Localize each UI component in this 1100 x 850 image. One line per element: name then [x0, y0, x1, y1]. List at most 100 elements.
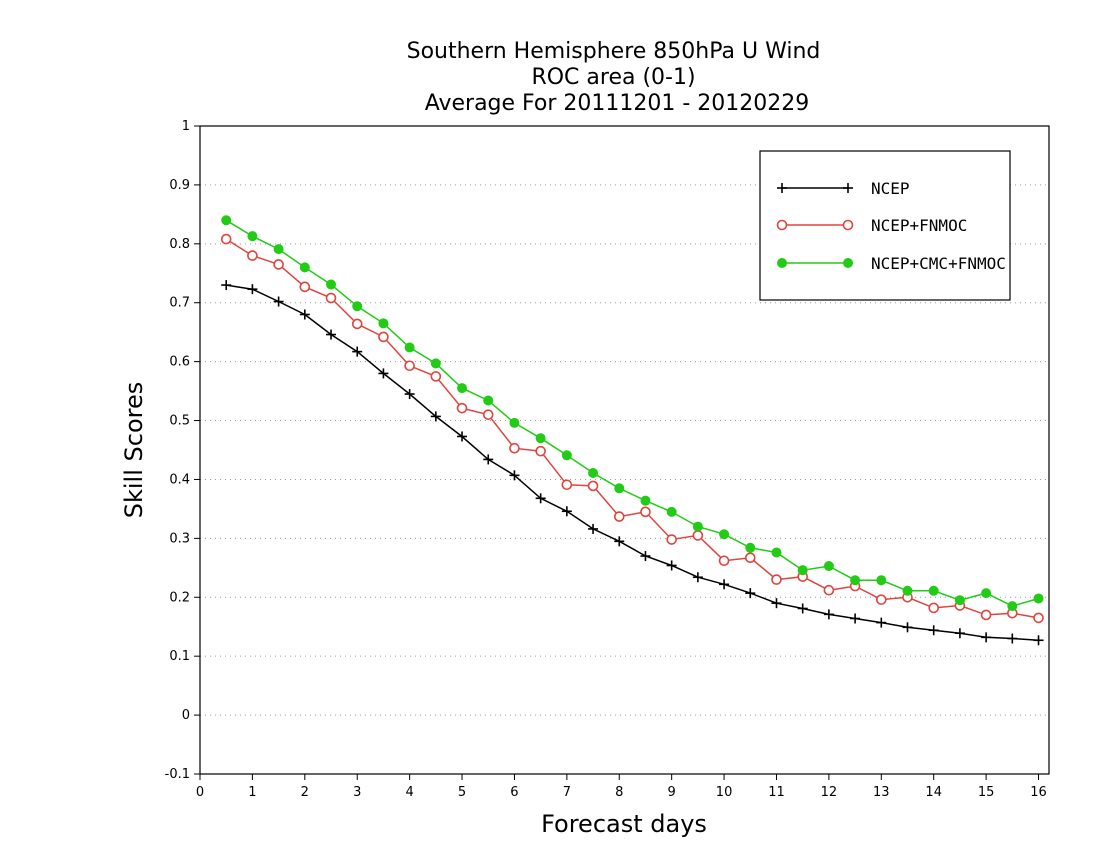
- data-point: [981, 632, 992, 643]
- data-point: [588, 523, 599, 534]
- y-tick-label: 0.7: [169, 296, 190, 311]
- data-point: [221, 215, 232, 226]
- data-point: [718, 555, 730, 567]
- data-point: [745, 542, 756, 553]
- legend-marker: [777, 258, 787, 268]
- plot-frame: [199, 125, 1050, 775]
- legend-entry: NCEP+CMC+FNMOC: [777, 254, 1006, 273]
- data-point: [351, 318, 363, 330]
- data-point: [902, 622, 913, 633]
- data-point: [430, 411, 441, 422]
- data-point: [587, 480, 599, 492]
- legend-marker: [842, 219, 854, 231]
- series-line: [226, 284, 1039, 642]
- data-point: [954, 628, 965, 639]
- data-point: [457, 431, 468, 442]
- data-point: [378, 368, 389, 379]
- data-point: [771, 547, 782, 558]
- data-point: [247, 284, 258, 295]
- y-tick-label: 0.9: [169, 178, 190, 193]
- data-point: [666, 506, 677, 517]
- data-point: [876, 575, 887, 586]
- data-point: [692, 572, 703, 583]
- data-point: [535, 493, 546, 504]
- data-point: [771, 574, 782, 585]
- data-point: [457, 383, 468, 394]
- data-point: [1033, 635, 1044, 646]
- chart-title-line-2: ROC area (0-1): [531, 65, 695, 90]
- data-point: [482, 409, 494, 420]
- data-point: [692, 521, 703, 532]
- data-point: [981, 588, 992, 599]
- data-point: [1033, 593, 1044, 604]
- data-point: [509, 470, 520, 481]
- data-point: [614, 483, 625, 494]
- x-tick-label: 7: [563, 785, 571, 800]
- chart-title-line-3: Average For 20111201 - 20120229: [425, 91, 810, 116]
- data-point: [273, 259, 284, 270]
- data-point: [980, 609, 992, 621]
- legend-marker: [777, 183, 787, 193]
- data-point: [797, 603, 808, 614]
- data-point: [247, 250, 258, 261]
- x-tick-label: 1: [248, 785, 256, 800]
- legend-marker: [843, 258, 853, 268]
- series-0: [221, 280, 1044, 646]
- data-point: [850, 575, 861, 586]
- data-point: [326, 279, 337, 290]
- legend-entry: NCEP: [777, 179, 910, 198]
- data-point: [456, 402, 468, 414]
- x-tick-label: 3: [353, 785, 361, 800]
- data-point: [299, 309, 310, 320]
- data-point: [954, 595, 965, 606]
- data-point: [823, 609, 834, 620]
- data-point: [483, 454, 494, 465]
- data-point: [430, 358, 441, 369]
- chart-title: Southern Hemisphere 850hPa U Wind ROC ar…: [407, 39, 828, 116]
- data-point: [352, 301, 363, 312]
- legend-label: NCEP+CMC+FNMOC: [871, 254, 1006, 273]
- x-tick-label: 0: [196, 785, 204, 800]
- legend-items: NCEP NCEP+FNMOC NCEP+CMC+FNMOC: [776, 179, 1006, 273]
- data-point: [666, 560, 677, 571]
- axes: -0.100.10.20.30.40.50.60.70.80.910 1 2 3 4 5 6…: [165, 119, 1047, 800]
- data-point: [928, 625, 939, 636]
- series-2: [221, 215, 1044, 612]
- data-point: [561, 479, 573, 491]
- x-tick-label: 13: [873, 785, 890, 800]
- x-tick-label: 15: [978, 785, 995, 800]
- data-point: [1007, 601, 1018, 612]
- data-point: [928, 585, 939, 596]
- data-series: [220, 215, 1044, 646]
- data-point: [823, 584, 835, 596]
- data-point: [535, 433, 546, 444]
- data-point: [666, 534, 677, 545]
- data-point: [614, 536, 625, 547]
- data-point: [509, 442, 520, 454]
- data-point: [640, 506, 651, 518]
- data-point: [221, 280, 232, 291]
- legend-label: NCEP: [871, 179, 910, 198]
- y-tick-label: -0.1: [165, 767, 190, 782]
- data-point: [875, 594, 887, 605]
- data-point: [378, 318, 389, 329]
- data-point: [247, 231, 258, 242]
- data-point: [326, 329, 337, 340]
- data-point: [823, 561, 834, 572]
- series-1: [220, 233, 1044, 624]
- data-point: [1033, 612, 1044, 624]
- y-tick-label: 0.3: [169, 531, 190, 546]
- data-point: [483, 395, 494, 406]
- data-point: [404, 389, 415, 400]
- legend-label: NCEP+FNMOC: [871, 216, 967, 235]
- data-point: [561, 450, 572, 461]
- y-tick-label: 0.5: [169, 414, 190, 429]
- data-point: [640, 551, 651, 562]
- x-axis-label: Forecast days: [541, 810, 707, 838]
- data-point: [588, 467, 599, 478]
- data-point: [535, 445, 546, 457]
- data-point: [430, 371, 442, 382]
- data-point: [876, 617, 887, 628]
- data-point: [509, 417, 520, 428]
